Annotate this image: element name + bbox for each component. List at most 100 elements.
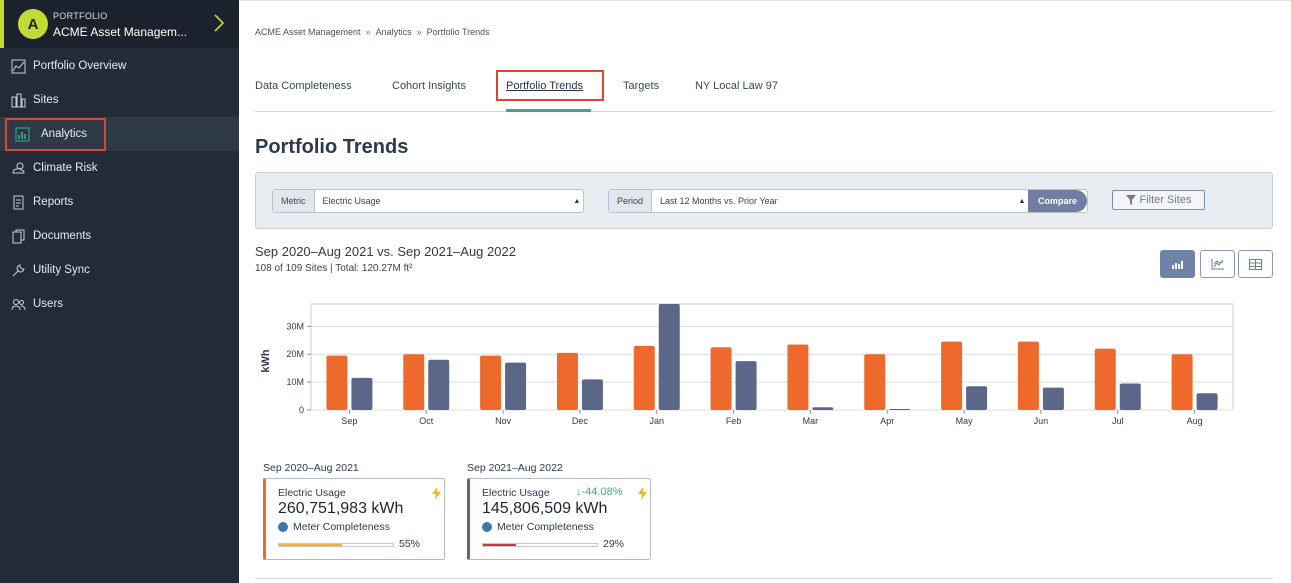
sidebar-item-label: Users: [33, 298, 64, 310]
bar: [1017, 341, 1039, 410]
x-tick-label: Feb: [726, 416, 742, 426]
bar: [658, 304, 680, 410]
select-arrows-icon: ▲: [573, 197, 581, 205]
usage-card-prior: Electric Usage 260,751,983 kWh Meter Com…: [263, 478, 445, 560]
sidebar-item-climate-risk[interactable]: Climate Risk: [0, 151, 239, 185]
bar: [480, 355, 502, 410]
breadcrumb-separator: »: [365, 27, 371, 37]
sidebar-item-portfolio-overview[interactable]: Portfolio Overview: [0, 49, 239, 83]
top-divider: [239, 0, 1291, 1]
highlight-box: [496, 70, 604, 101]
portfolio-label: PORTFOLIO: [53, 11, 108, 21]
card-period-title: Sep 2020–Aug 2021: [263, 462, 359, 474]
lightning-icon: [432, 487, 441, 500]
range-title: Sep 2020–Aug 2021 vs. Sep 2021–Aug 2022: [255, 244, 516, 259]
breadcrumb-item[interactable]: Portfolio Trends: [426, 27, 490, 37]
sidebar-item-users[interactable]: Users: [0, 287, 239, 321]
bar: [1094, 348, 1116, 410]
chart-svg: 0 10M 20M 30M kWh Sep Oct Nov Dec Jan Feb Mar Apr May…: [260, 303, 1234, 426]
bar: [966, 386, 988, 410]
page-title: Portfolio Trends: [255, 136, 409, 158]
sidebar: A PORTFOLIO ACME Asset Managem... Portfo…: [0, 0, 239, 583]
tab-cohort-insights[interactable]: Cohort Insights: [392, 80, 466, 92]
report-icon: [10, 194, 26, 210]
y-tick-label: 0: [299, 405, 304, 415]
tab-bar: Data Completeness Cohort Insights Portfo…: [255, 70, 1273, 112]
info-icon[interactable]: [278, 522, 288, 532]
sidebar-item-label: Analytics: [41, 128, 88, 140]
tab-portfolio-trends[interactable]: Portfolio Trends: [506, 80, 584, 92]
info-icon[interactable]: [482, 522, 492, 532]
active-tab-indicator: [506, 109, 591, 112]
sidebar-item-sites[interactable]: Sites: [0, 83, 239, 117]
bar: [556, 352, 578, 410]
bar: [403, 354, 425, 410]
breadcrumb-item[interactable]: Analytics: [375, 27, 412, 37]
bar: [633, 345, 655, 410]
period-value: Last 12 Months vs. Prior Year: [660, 196, 778, 206]
bar: [941, 341, 963, 410]
breadcrumb-item[interactable]: ACME Asset Management: [255, 27, 361, 37]
portfolio-switcher[interactable]: A PORTFOLIO ACME Asset Managem...: [0, 0, 239, 48]
sidebar-item-label: Documents: [33, 230, 92, 242]
bar: [1171, 354, 1193, 410]
bottom-divider: [255, 578, 1273, 579]
line-chart-view-button[interactable]: [1200, 250, 1235, 278]
filter-sites-button[interactable]: Filter Sites: [1112, 190, 1205, 210]
y-tick-label: 10M: [286, 377, 304, 387]
sidebar-item-reports[interactable]: Reports: [0, 185, 239, 219]
bar: [812, 407, 834, 410]
x-tick-label: Nov: [495, 416, 512, 426]
card-label: Electric Usage: [278, 487, 346, 499]
breadcrumb: ACME Asset Management » Analytics » Portfoli…: [255, 27, 490, 37]
bar: [1042, 387, 1064, 410]
x-tick-label: May: [956, 416, 974, 426]
sidebar-item-label: Portfolio Overview: [33, 60, 127, 72]
tab-data-completeness[interactable]: Data Completeness: [255, 80, 352, 92]
tab-targets[interactable]: Targets: [623, 80, 660, 92]
sidebar-item-utility-sync[interactable]: Utility Sync: [0, 253, 239, 287]
cloud-sun-icon: [10, 160, 26, 176]
range-subtitle: 108 of 109 Sites | Total: 120.27M ft²: [255, 263, 413, 274]
sidebar-item-documents[interactable]: Documents: [0, 219, 239, 253]
card-label: Electric Usage: [482, 487, 550, 499]
completeness-pct: 29%: [603, 538, 625, 550]
breadcrumb-separator: »: [416, 27, 422, 37]
table-view-button[interactable]: [1238, 250, 1273, 278]
buildings-icon: [10, 92, 26, 108]
usage-bar-chart: 0 10M 20M 30M kWh Sep Oct Nov Dec Jan Feb Mar Apr May…: [255, 300, 1273, 435]
bar: [428, 359, 450, 410]
period-label: Period: [609, 190, 653, 212]
completeness-pct: 55%: [399, 538, 421, 550]
arrow-down-icon: ↓: [576, 486, 582, 498]
bar: [351, 377, 373, 410]
change-value: -44.08%: [581, 486, 623, 498]
bar-chart-view-button[interactable]: [1160, 250, 1195, 278]
plot-frame: [310, 303, 1234, 411]
documents-icon: [10, 228, 26, 244]
completeness-bar: [482, 543, 598, 547]
card-value: 260,751,983 kWh: [278, 500, 404, 517]
bar: [710, 347, 732, 410]
x-tick-label: Mar: [803, 416, 819, 426]
sidebar-item-analytics[interactable]: Analytics: [0, 117, 239, 151]
period-select[interactable]: Period Last 12 Months vs. Prior Year ▲ C…: [608, 189, 1088, 213]
x-tick-label: Aug: [1187, 416, 1203, 426]
x-tick-label: Sep: [341, 416, 357, 426]
card-period-title: Sep 2021–Aug 2022: [467, 462, 563, 474]
tab-ny-local-law-97[interactable]: NY Local Law 97: [695, 80, 778, 92]
bar: [505, 362, 527, 410]
chevron-right-icon[interactable]: [213, 13, 225, 33]
metric-select[interactable]: Metric Electric Usage ▲: [272, 189, 584, 213]
meter-completeness: Meter Completeness: [278, 521, 390, 533]
table-icon: [1249, 258, 1262, 270]
bar: [326, 355, 348, 410]
y-tick-label: 20M: [286, 349, 304, 359]
bar-chart-icon: [14, 126, 30, 142]
main-content: ACME Asset Management » Analytics » Portfoli…: [239, 0, 1291, 583]
meter-label: Meter Completeness: [497, 521, 594, 533]
compare-button[interactable]: Compare: [1027, 190, 1087, 212]
select-arrows-icon: ▲: [1018, 197, 1026, 205]
x-tick-label: Jun: [1034, 416, 1049, 426]
